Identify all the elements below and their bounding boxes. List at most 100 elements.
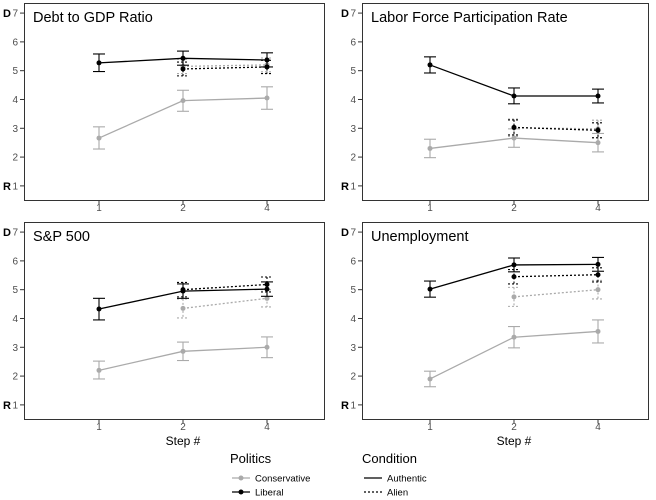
legend-key-point	[238, 489, 244, 495]
x-tick-label: 1	[96, 422, 102, 433]
data-point	[595, 272, 601, 278]
x-tick-label: 2	[180, 203, 186, 214]
data-series	[177, 276, 273, 298]
y-tick-label: 3	[350, 124, 356, 135]
legend-group-condition: Condition Authentic Alien	[362, 451, 427, 498]
data-point	[180, 98, 186, 104]
data-point	[96, 60, 102, 66]
x-tick-label: 4	[595, 422, 601, 433]
y-tick-label: 5	[12, 66, 18, 77]
error-bar	[177, 61, 189, 77]
data-series	[424, 256, 604, 298]
x-tick-label: 4	[595, 203, 601, 214]
y-tick-label: 7	[12, 9, 18, 20]
y-tick-label: 1	[12, 400, 18, 411]
x-tick-label: 1	[96, 203, 102, 214]
data-point	[180, 305, 186, 311]
panel-border	[362, 222, 649, 420]
y-end-label-top: D	[3, 8, 11, 20]
y-end-label-top: D	[341, 227, 349, 239]
data-point	[595, 328, 601, 334]
x-axis-title: Step #	[497, 434, 532, 448]
panel-title: Labor Force Participation Rate	[371, 10, 568, 26]
legend-entry-conservative: Conservative	[232, 473, 310, 484]
legend-key-point	[238, 475, 244, 481]
y-tick-label: 4	[350, 314, 356, 325]
y-tick-label: 5	[350, 66, 356, 77]
data-point	[511, 262, 517, 268]
data-point	[180, 348, 186, 354]
x-tick-label: 2	[180, 422, 186, 433]
data-series	[93, 50, 273, 73]
data-series	[424, 319, 604, 388]
data-series	[508, 267, 604, 285]
data-point	[595, 287, 601, 293]
x-tick-label: 1	[427, 203, 433, 214]
data-point	[595, 127, 601, 133]
panel-border	[362, 3, 649, 201]
panel-labor-force-participation-rate: Labor Force Participation Rate1234567DR1…	[341, 3, 649, 214]
error-bar	[592, 122, 604, 139]
y-tick-label: 6	[350, 37, 356, 48]
data-point	[96, 306, 102, 312]
x-axis-title: Step #	[166, 434, 201, 448]
y-tick-label: 7	[12, 228, 18, 239]
data-point	[511, 294, 517, 300]
data-point	[427, 376, 433, 382]
y-end-label-bottom: R	[341, 181, 349, 193]
data-point	[595, 261, 601, 267]
data-point	[511, 334, 517, 340]
data-series	[508, 119, 604, 139]
legend-title: Politics	[230, 451, 272, 466]
data-point	[96, 367, 102, 373]
y-tick-label: 2	[12, 372, 18, 383]
y-end-label-bottom: R	[3, 400, 11, 412]
data-point	[511, 124, 517, 130]
x-tick-label: 2	[511, 203, 517, 214]
data-point	[180, 66, 186, 72]
y-tick-label: 5	[12, 285, 18, 296]
x-tick-label: 2	[511, 422, 517, 433]
y-end-label-bottom: R	[341, 400, 349, 412]
y-end-label-bottom: R	[3, 181, 11, 193]
data-point	[180, 287, 186, 293]
x-tick-label: 4	[264, 422, 270, 433]
y-end-label-top: D	[3, 227, 11, 239]
data-series	[424, 56, 604, 105]
error-bar	[592, 267, 604, 283]
data-point	[595, 93, 601, 99]
error-bar	[261, 59, 273, 75]
error-bar	[177, 281, 189, 298]
panel-title: S&P 500	[33, 229, 90, 245]
legend-entry-authentic: Authentic	[364, 473, 427, 484]
legend-label: Alien	[387, 487, 408, 498]
x-tick-label: 1	[427, 422, 433, 433]
y-tick-label: 2	[12, 153, 18, 164]
data-point	[264, 64, 270, 70]
error-bar	[508, 119, 520, 136]
data-point	[511, 274, 517, 280]
y-tick-label: 2	[350, 153, 356, 164]
data-point	[264, 281, 270, 287]
y-end-label-top: D	[341, 8, 349, 20]
error-bar	[261, 276, 273, 293]
y-tick-label: 4	[12, 95, 18, 106]
y-tick-label: 3	[12, 124, 18, 135]
legend-entry-liberal: Liberal	[232, 487, 284, 498]
data-point	[427, 286, 433, 292]
y-tick-label: 1	[12, 181, 18, 192]
y-tick-label: 4	[12, 314, 18, 325]
data-point	[180, 55, 186, 61]
legend-group-politics: Politics Conservative Liberal	[230, 451, 310, 498]
legend-entry-alien: Alien	[364, 487, 408, 498]
data-point	[264, 344, 270, 350]
y-tick-label: 7	[350, 228, 356, 239]
panel-border	[24, 222, 325, 420]
legend-label: Liberal	[255, 487, 284, 498]
legend-label: Authentic	[387, 473, 427, 484]
panel-title: Debt to GDP Ratio	[33, 10, 153, 26]
